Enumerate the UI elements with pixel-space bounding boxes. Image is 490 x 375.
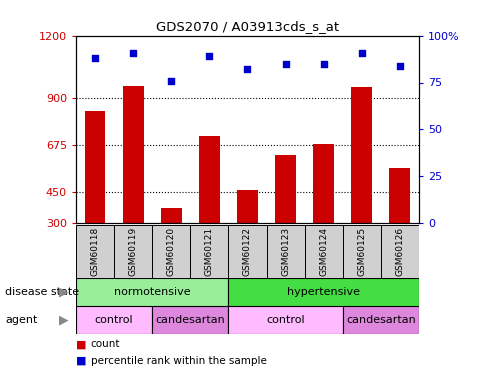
Bar — [190, 225, 228, 278]
Text: count: count — [91, 339, 120, 349]
Text: normotensive: normotensive — [114, 286, 191, 297]
Point — [129, 50, 137, 55]
Bar — [305, 225, 343, 278]
Bar — [228, 278, 419, 306]
Point — [91, 55, 99, 61]
Text: GSM60125: GSM60125 — [357, 226, 367, 276]
Bar — [76, 306, 152, 334]
Title: GDS2070 / A03913cds_s_at: GDS2070 / A03913cds_s_at — [156, 20, 339, 33]
Text: ■: ■ — [76, 339, 86, 349]
Text: percentile rank within the sample: percentile rank within the sample — [91, 356, 267, 366]
Text: agent: agent — [5, 315, 37, 325]
Text: GSM60123: GSM60123 — [281, 226, 290, 276]
Bar — [275, 155, 296, 286]
Bar — [84, 111, 105, 286]
Bar — [381, 225, 419, 278]
Point — [244, 66, 251, 72]
Text: GSM60122: GSM60122 — [243, 227, 252, 276]
Bar — [161, 207, 182, 286]
Text: GSM60126: GSM60126 — [395, 226, 404, 276]
Bar — [122, 86, 144, 286]
Bar — [313, 144, 334, 286]
Bar — [152, 306, 228, 334]
Point — [358, 50, 366, 55]
Point — [167, 78, 175, 84]
Bar — [76, 278, 228, 306]
Bar — [152, 225, 190, 278]
Text: ▶: ▶ — [59, 313, 69, 326]
Bar — [351, 87, 372, 286]
Text: hypertensive: hypertensive — [287, 286, 360, 297]
Bar — [228, 306, 343, 334]
Bar — [237, 190, 258, 286]
Text: GSM60118: GSM60118 — [91, 226, 99, 276]
Text: candesartan: candesartan — [346, 315, 416, 325]
Bar — [76, 225, 114, 278]
Bar — [343, 225, 381, 278]
Text: GSM60119: GSM60119 — [128, 226, 138, 276]
Text: GSM60120: GSM60120 — [167, 226, 176, 276]
Bar — [267, 225, 305, 278]
Text: GSM60121: GSM60121 — [205, 226, 214, 276]
Bar — [343, 306, 419, 334]
Bar — [228, 225, 267, 278]
Text: control: control — [266, 315, 305, 325]
Point — [320, 61, 328, 67]
Text: candesartan: candesartan — [155, 315, 225, 325]
Point — [282, 61, 290, 67]
Point — [205, 53, 213, 59]
Text: ■: ■ — [76, 356, 86, 366]
Bar — [390, 168, 411, 286]
Bar — [114, 225, 152, 278]
Point — [396, 63, 404, 69]
Text: GSM60124: GSM60124 — [319, 227, 328, 276]
Text: control: control — [95, 315, 133, 325]
Bar — [199, 136, 220, 286]
Text: disease state: disease state — [5, 286, 79, 297]
Text: ▶: ▶ — [59, 285, 69, 298]
